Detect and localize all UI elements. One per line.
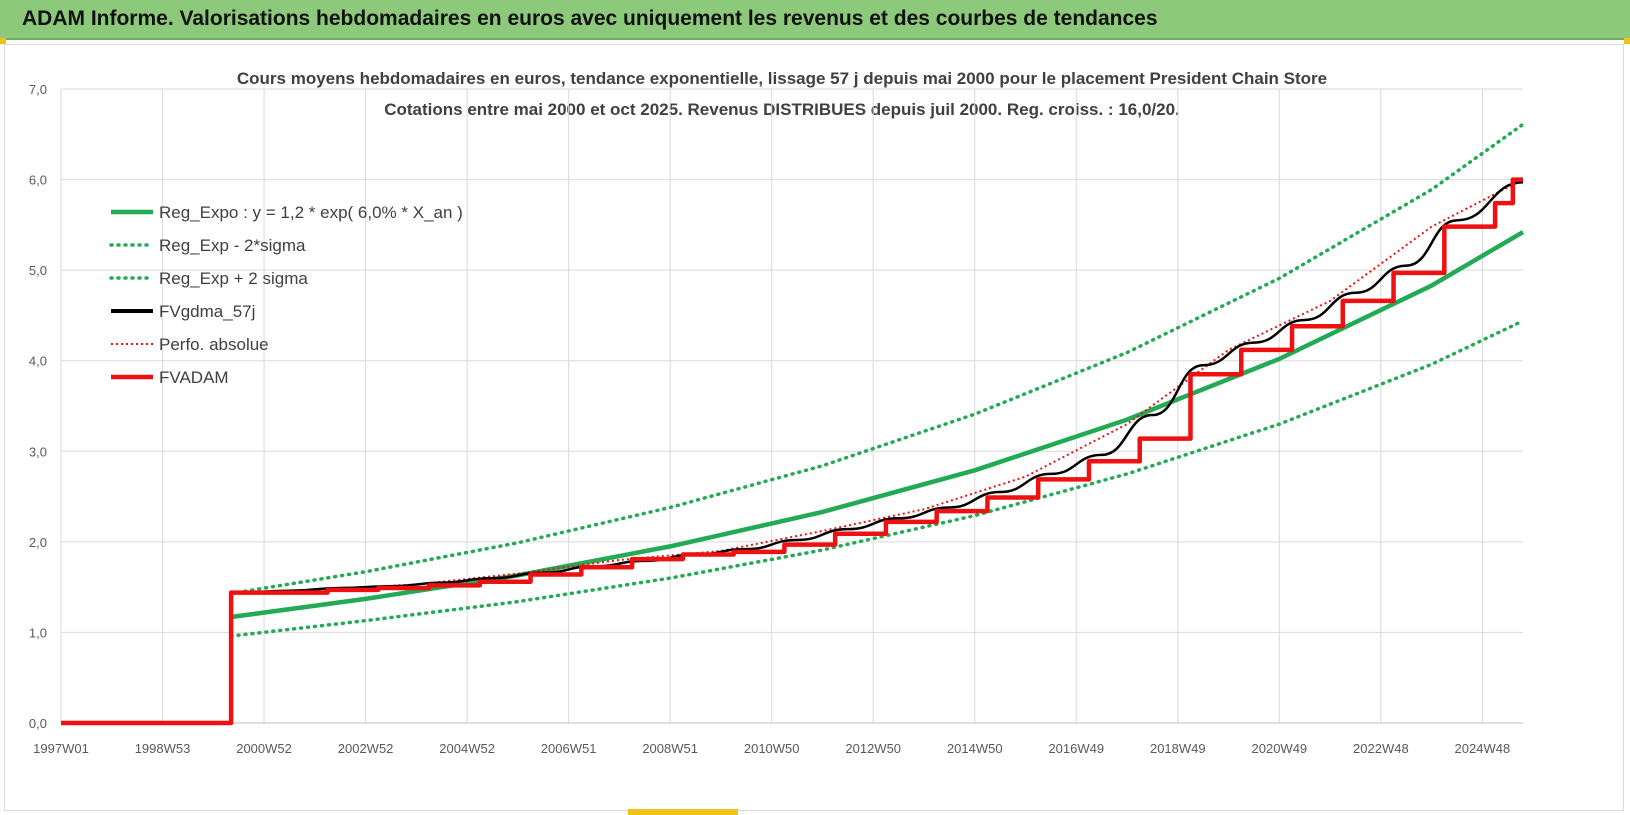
- y-tick-label: 1,0: [29, 625, 47, 640]
- y-tick-label: 2,0: [29, 535, 47, 550]
- y-tick-label: 7,0: [29, 82, 47, 97]
- x-tick-label: 2022W48: [1353, 741, 1409, 756]
- legend: Reg_Expo : y = 1,2 * exp( 6,0% * X_an ) R…: [109, 203, 463, 387]
- y-tick-label: 0,0: [29, 716, 47, 731]
- x-tick-label: 2008W51: [642, 741, 698, 756]
- x-tick-label: 2018W49: [1150, 741, 1206, 756]
- chart-title: Cours moyens hebdomadaires en euros, ten…: [237, 69, 1327, 88]
- corner-mark-left: [0, 38, 6, 44]
- chart-frame: Cours moyens hebdomadaires en euros, ten…: [4, 44, 1624, 811]
- x-tick-label: 2024W48: [1455, 741, 1511, 756]
- x-tick-label: 2014W50: [947, 741, 1003, 756]
- page-title: ADAM Informe. Valorisations hebdomadaire…: [22, 7, 1158, 30]
- page-header: ADAM Informe. Valorisations hebdomadaire…: [0, 0, 1630, 40]
- x-tick-label: 2004W52: [439, 741, 495, 756]
- chart-subtitle: Cotations entre mai 2000 et oct 2025. Re…: [384, 100, 1180, 119]
- corner-mark-right: [1624, 38, 1630, 44]
- x-tick-label: 2016W49: [1048, 741, 1104, 756]
- legend-label: FVgdma_57j: [159, 302, 255, 321]
- x-tick-label: 2012W50: [845, 741, 901, 756]
- x-tick-label: 1997W01: [33, 741, 89, 756]
- chart: Cours moyens hebdomadaires en euros, ten…: [29, 69, 1525, 756]
- x-tick-label: 2010W50: [744, 741, 800, 756]
- x-tick-label: 2000W52: [236, 741, 292, 756]
- y-tick-label: 3,0: [29, 444, 47, 459]
- x-tick-label: 2020W49: [1252, 741, 1308, 756]
- legend-label: Reg_Exp + 2 sigma: [159, 269, 308, 288]
- series-line-3: [238, 181, 1524, 594]
- x-tick-label: 1998W53: [135, 741, 191, 756]
- y-tick-label: 6,0: [29, 173, 47, 188]
- y-tick-label: 4,0: [29, 354, 47, 369]
- y-tick-label: 5,0: [29, 263, 47, 278]
- series-line-1: [229, 319, 1525, 638]
- series-line-4: [233, 178, 1524, 594]
- legend-label: Reg_Exp - 2*sigma: [159, 236, 306, 255]
- series-layer: [61, 122, 1525, 726]
- legend-label: Perfo. absolue: [159, 335, 269, 354]
- series-line-2: [229, 122, 1525, 596]
- axis-labels: 0,0 1,0 2,0 3,0 4,0 5,0 6,0 7,0 1997W01 1998W53 20…: [29, 82, 1510, 756]
- grid: [60, 88, 1523, 724]
- bottom-marker: [628, 809, 738, 815]
- x-tick-label: 2006W51: [541, 741, 597, 756]
- series-line-5: [61, 177, 1523, 726]
- x-tick-label: 2002W52: [338, 741, 394, 756]
- legend-label: FVADAM: [159, 368, 229, 387]
- legend-label: Reg_Expo : y = 1,2 * exp( 6,0% * X_an ): [159, 203, 463, 222]
